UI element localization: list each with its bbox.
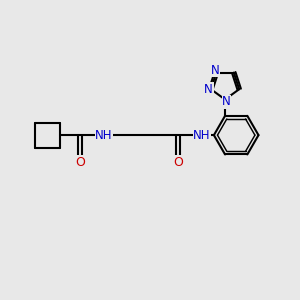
- Text: O: O: [75, 156, 85, 169]
- Text: N: N: [211, 64, 219, 77]
- Text: NH: NH: [193, 129, 211, 142]
- Text: O: O: [173, 156, 183, 169]
- Text: NH: NH: [95, 129, 113, 142]
- Text: N: N: [222, 95, 231, 108]
- Text: N: N: [204, 83, 213, 96]
